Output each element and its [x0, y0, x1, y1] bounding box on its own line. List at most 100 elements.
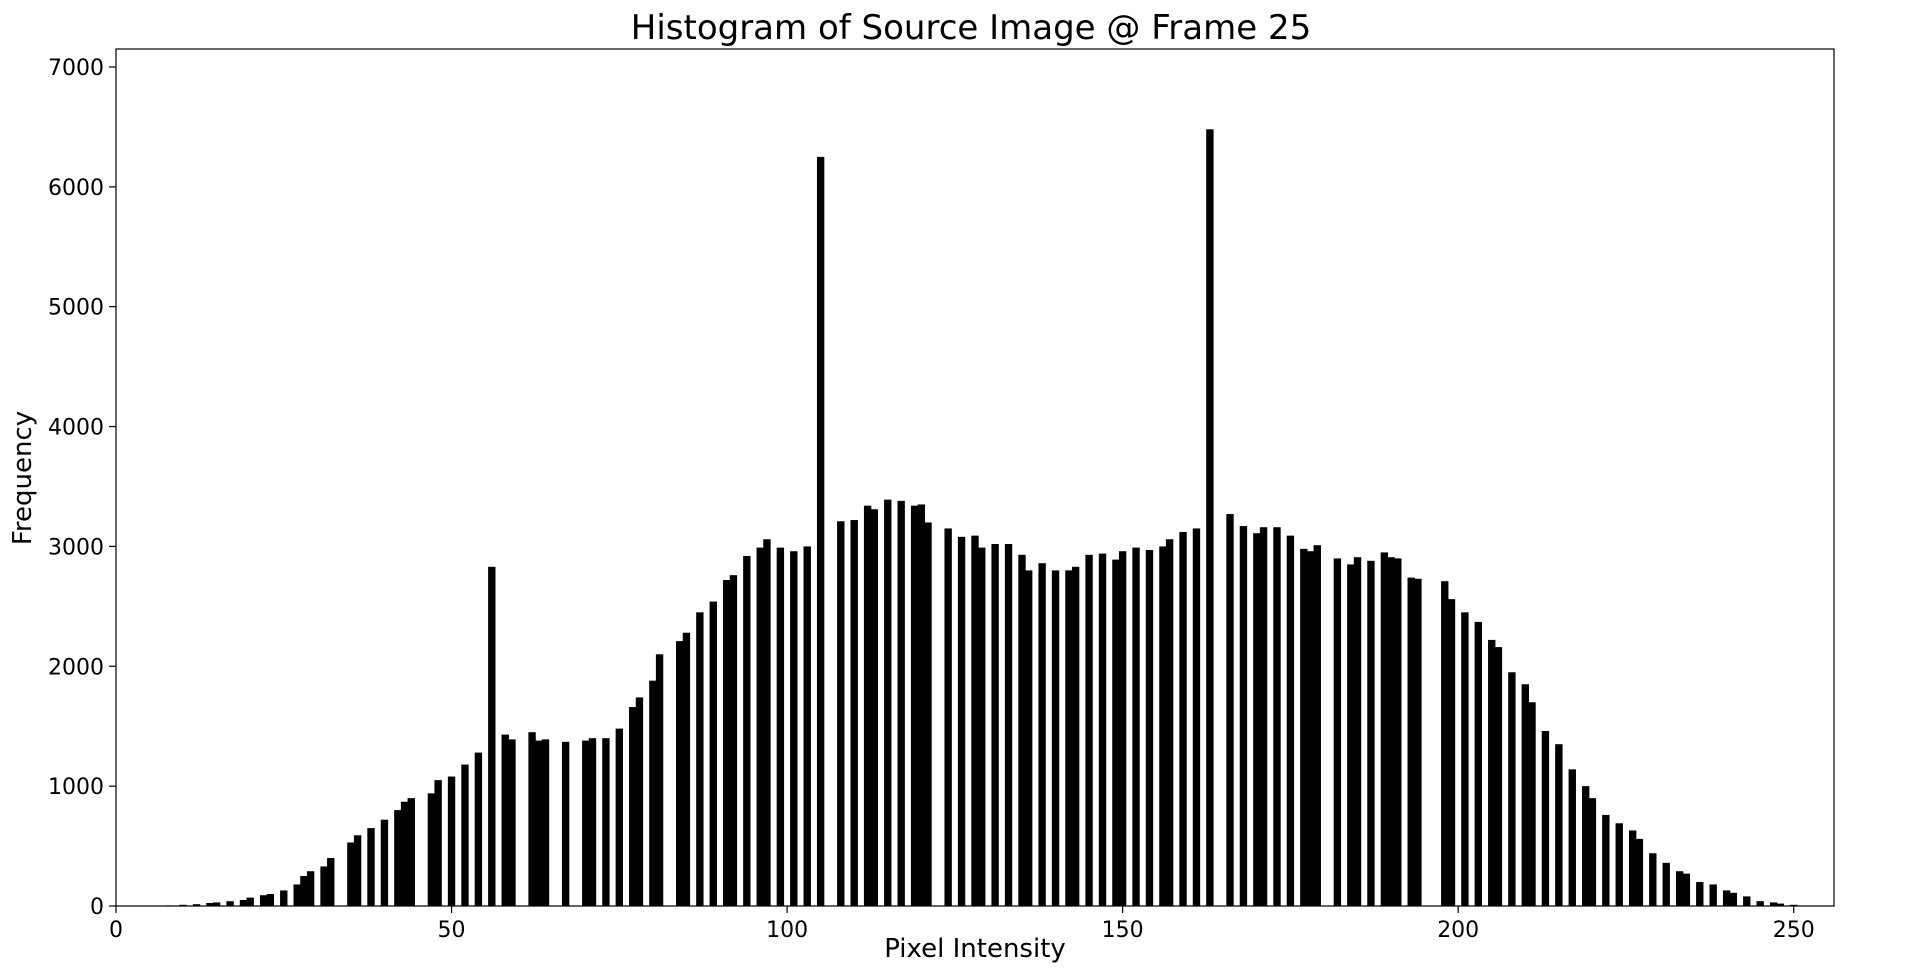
plot-area-frame — [115, 48, 1835, 907]
histogram-bar — [1709, 884, 1717, 906]
chart-title: Histogram of Source Image @ Frame 25 — [631, 8, 1311, 48]
histogram-bar — [837, 521, 845, 906]
histogram-bar — [1461, 612, 1469, 906]
histogram-bar — [863, 505, 872, 906]
histogram-bar — [1226, 514, 1234, 906]
histogram-bar — [212, 902, 221, 906]
x-tick-label: 50 — [438, 918, 466, 943]
histogram-bar — [1253, 533, 1261, 906]
histogram-bar — [1407, 577, 1415, 906]
histogram-bar — [1649, 853, 1657, 906]
histogram-bar — [1541, 731, 1550, 906]
histogram-bar — [394, 810, 402, 906]
histogram-bar — [582, 740, 590, 906]
histogram-bar — [629, 707, 637, 906]
histogram-bar — [400, 801, 409, 906]
y-axis-label: Frequency — [8, 411, 38, 545]
histogram-bar — [1159, 546, 1167, 906]
histogram-bar — [1555, 744, 1563, 906]
histogram-bar — [1615, 823, 1623, 906]
histogram-bar — [803, 546, 811, 906]
y-tick-label: 5000 — [48, 296, 104, 321]
histogram-bar — [1347, 564, 1355, 906]
histogram-bar — [1769, 902, 1778, 906]
histogram-bar — [1132, 547, 1140, 906]
x-tick-label: 100 — [766, 918, 808, 943]
histogram-bar — [501, 734, 509, 906]
histogram-bar — [1582, 786, 1590, 906]
histogram-bar — [850, 520, 858, 906]
histogram-bar — [561, 741, 570, 906]
y-tick-label: 1000 — [48, 775, 104, 800]
histogram-bar — [743, 556, 751, 906]
histogram-bar — [1508, 672, 1516, 906]
histogram-bar — [1722, 890, 1731, 906]
histogram-bar — [588, 738, 597, 906]
histogram-bar — [367, 828, 375, 906]
histogram-bar — [884, 499, 892, 906]
histogram-bar — [259, 895, 268, 906]
histogram-bar — [407, 798, 415, 906]
histogram-bar — [1065, 570, 1073, 906]
histogram-bar — [347, 842, 355, 906]
histogram-bar — [1025, 570, 1033, 906]
histogram-bar — [434, 780, 442, 906]
histogram-bar — [1568, 769, 1576, 906]
histogram-bar — [1018, 554, 1026, 906]
histogram-bar — [1273, 527, 1281, 906]
histogram-bar — [790, 551, 798, 906]
x-tick-label: 200 — [1437, 918, 1479, 943]
histogram-bar — [206, 903, 214, 906]
histogram-bar — [1165, 539, 1174, 906]
histogram-bar — [1776, 903, 1784, 906]
histogram-bar — [1179, 532, 1187, 906]
histogram-bar — [763, 539, 771, 906]
histogram-bar — [293, 884, 301, 906]
histogram-bar — [655, 654, 664, 906]
histogram-bar — [917, 504, 925, 906]
histogram-bar — [300, 876, 308, 906]
histogram-bar — [635, 697, 644, 906]
histogram-bar — [1675, 871, 1684, 906]
histogram-bar — [602, 738, 610, 906]
histogram-bar — [870, 509, 879, 906]
x-tick-label: 0 — [109, 918, 123, 943]
histogram-bar — [280, 890, 288, 906]
histogram-bar — [957, 536, 966, 906]
histogram-bar — [528, 732, 536, 906]
histogram-bar — [1300, 548, 1308, 906]
histogram-bar — [306, 871, 315, 906]
histogram-bar — [910, 505, 919, 906]
histogram-bar — [1474, 621, 1483, 906]
histogram-bar — [924, 522, 932, 906]
histogram-bar — [615, 728, 624, 906]
histogram-bar — [474, 752, 483, 906]
y-axis-ticks: 0 1000 2000 3000 4000 5000 6000 7000 — [48, 56, 116, 920]
histogram-bar — [1528, 702, 1536, 906]
histogram-bar — [1145, 550, 1154, 906]
histogram-bar — [327, 858, 335, 906]
histogram-bar — [1367, 560, 1375, 906]
histogram-bar — [1038, 563, 1046, 906]
histogram-bar — [1051, 570, 1060, 906]
y-tick-label: 4000 — [48, 416, 104, 441]
histogram-bar — [1004, 544, 1013, 906]
y-tick-label: 6000 — [48, 176, 104, 201]
histogram-bar — [709, 601, 717, 906]
y-tick-label: 2000 — [48, 655, 104, 680]
histogram-bar — [1743, 896, 1751, 906]
histogram-bar — [816, 156, 825, 906]
histogram-bar — [1494, 647, 1503, 906]
histogram-bar — [226, 901, 234, 906]
histogram-bar — [1192, 528, 1201, 906]
histogram-bar — [756, 547, 764, 906]
histogram-bar — [1071, 566, 1080, 906]
histogram-bar — [1521, 684, 1529, 906]
y-tick-label: 3000 — [48, 535, 104, 560]
histogram-bar — [723, 579, 731, 906]
histogram-bar — [1662, 862, 1670, 906]
histogram-bar — [1488, 639, 1496, 906]
histogram-bar — [649, 680, 657, 906]
